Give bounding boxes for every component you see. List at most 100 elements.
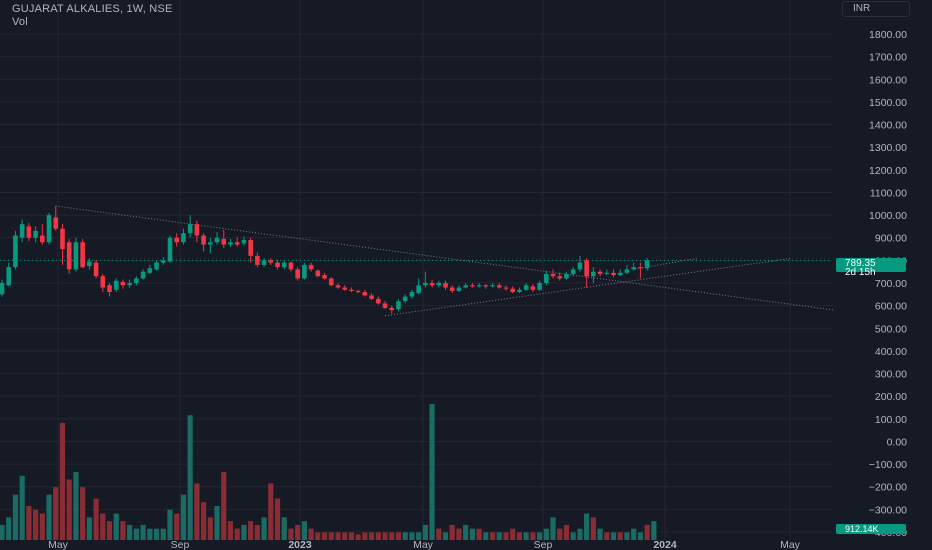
- candle: [591, 267, 596, 283]
- volume-bar: [19, 475, 25, 540]
- volume-bar: [241, 524, 247, 540]
- currency-button[interactable]: INR: [842, 1, 910, 17]
- candle: [355, 289, 361, 294]
- candle: [328, 277, 334, 287]
- volume-bar: [369, 532, 375, 540]
- candle: [302, 262, 307, 280]
- volume-bar: [429, 404, 435, 540]
- volume-bar: [301, 521, 307, 540]
- candle: [248, 237, 253, 263]
- candle: [46, 212, 52, 245]
- volume-bar: [261, 517, 267, 540]
- candle: [208, 237, 213, 254]
- volume-bar: [624, 532, 630, 540]
- candle: [66, 238, 72, 274]
- volume-bar: [321, 532, 328, 540]
- candle: [396, 298, 401, 312]
- volume-bar: [463, 524, 469, 540]
- volume-bar: [66, 479, 72, 540]
- candle: [288, 261, 294, 272]
- volume-bar: [113, 513, 119, 540]
- candle: [597, 269, 603, 277]
- price-tick-label: −100.00: [869, 459, 907, 471]
- candle: [523, 283, 529, 291]
- volume-bar: [207, 517, 213, 540]
- symbol-title[interactable]: GUJARAT ALKALIES, 1W, NSE: [12, 3, 173, 15]
- candle: [127, 279, 132, 288]
- candle: [241, 236, 247, 246]
- time-tick-label: Sep: [534, 539, 553, 550]
- volume-bar: [46, 494, 52, 540]
- candle: [40, 224, 45, 245]
- volume-bar: [268, 483, 274, 540]
- volume-bar: [402, 532, 408, 540]
- candle: [19, 219, 25, 243]
- volume-bar: [248, 521, 254, 540]
- volume-bar: [328, 532, 334, 540]
- volume-bar: [281, 517, 287, 540]
- last-price-badge: 789.35 2d 15h: [836, 258, 906, 278]
- candle: [544, 270, 549, 286]
- volume-bar: [362, 532, 368, 540]
- volume-bar: [523, 532, 529, 540]
- candle: [234, 237, 240, 247]
- candle: [261, 258, 267, 268]
- candle: [201, 233, 206, 252]
- candle: [429, 279, 435, 288]
- candle: [483, 284, 489, 289]
- volume-bar: [214, 506, 220, 540]
- volume-bar: [342, 532, 348, 540]
- candle: [349, 287, 354, 293]
- volume-bar: [201, 502, 207, 540]
- candle: [564, 271, 569, 280]
- short-trendline[interactable]: [633, 257, 699, 270]
- candle: [624, 264, 630, 274]
- volume-bar: [140, 524, 146, 540]
- volume-bar: [530, 532, 536, 540]
- price-tick-label: 1500.00: [869, 97, 907, 109]
- candle: [140, 269, 146, 280]
- trendlines[interactable]: [55, 205, 836, 317]
- volume-bar: [180, 494, 187, 540]
- candle: [167, 235, 173, 263]
- price-axis[interactable]: 1800.00 1700.00 1600.00 1500.00 1400.00 1300.…: [869, 29, 907, 539]
- candle: [13, 230, 18, 270]
- volume-bar: [348, 532, 355, 540]
- candle: [382, 301, 388, 310]
- candle: [107, 283, 112, 297]
- time-axis[interactable]: May Sep 2023 May Sep 2024 May: [48, 539, 801, 550]
- candle: [53, 206, 59, 231]
- volume-bar: [644, 524, 650, 540]
- volume-bar: [449, 524, 455, 540]
- volume-bar: [489, 532, 496, 540]
- volume-bar: [106, 521, 113, 540]
- candle: [490, 283, 495, 288]
- grid-lines: [0, 0, 832, 540]
- price-tick-label: 700.00: [875, 278, 907, 290]
- candle: [322, 272, 327, 280]
- volume-bar: [120, 521, 126, 540]
- volume-bar: [234, 528, 240, 540]
- volume-bar: [194, 483, 200, 540]
- volume-bar: [33, 509, 39, 540]
- candle: [644, 258, 650, 271]
- price-tick-label: 500.00: [875, 323, 907, 335]
- candle: [255, 252, 260, 268]
- volume-bar: [26, 506, 32, 540]
- ascending-trendline[interactable]: [384, 258, 791, 317]
- price-tick-label: −200.00: [869, 482, 907, 494]
- candlesticks: [0, 206, 650, 314]
- price-tick-label: 200.00: [875, 391, 907, 403]
- descending-trendline[interactable]: [55, 205, 836, 311]
- price-tick-label: 1100.00: [870, 187, 907, 199]
- candle: [221, 229, 227, 248]
- volume-bar: [416, 532, 422, 540]
- volume-legend-label[interactable]: Vol: [12, 16, 28, 28]
- volume-bar: [510, 528, 516, 540]
- candle: [187, 215, 193, 238]
- candle: [510, 286, 516, 294]
- candle: [496, 283, 502, 289]
- price-tick-label: 1200.00: [869, 165, 907, 177]
